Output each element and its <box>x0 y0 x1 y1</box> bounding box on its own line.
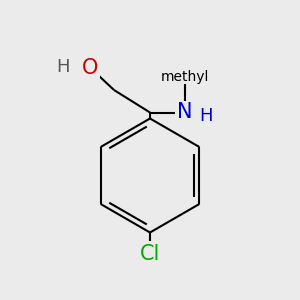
Text: N: N <box>177 103 192 122</box>
Text: Cl: Cl <box>140 244 160 263</box>
Text: H: H <box>199 107 212 125</box>
Text: methyl: methyl <box>160 70 209 83</box>
Text: H: H <box>56 58 70 76</box>
Text: O: O <box>82 58 98 77</box>
